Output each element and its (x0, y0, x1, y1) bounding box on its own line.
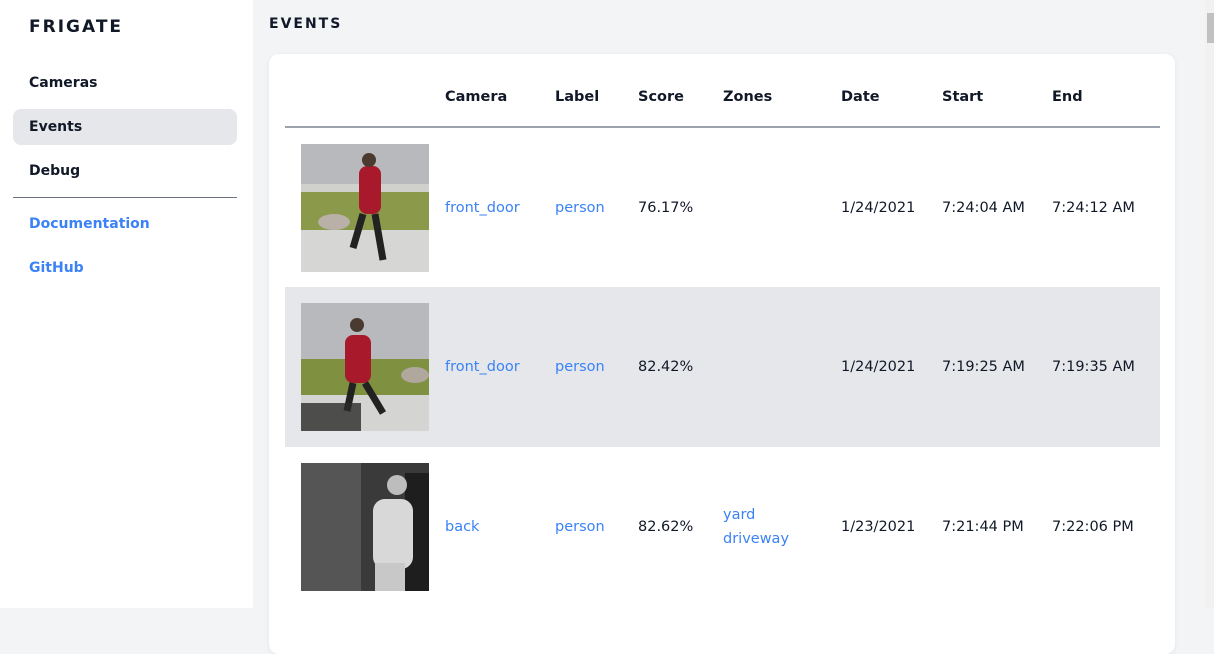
event-thumbnail[interactable] (301, 143, 429, 272)
header-label: Label (555, 54, 638, 128)
event-camera[interactable]: front_door (445, 199, 520, 216)
event-label[interactable]: person (555, 519, 605, 535)
header-end: End (1052, 54, 1160, 128)
event-thumbnail[interactable] (301, 463, 429, 591)
event-start: 7:21:44 PM (942, 519, 1024, 535)
events-card: Camera Label Score Zones Date Start End … (269, 54, 1175, 654)
brand-logo[interactable]: FRIGATE (29, 17, 124, 37)
table-row[interactable]: back person 82.62% yard driveway 1/23/202… (285, 447, 1160, 607)
header-date: Date (841, 54, 942, 128)
event-start: 7:24:04 AM (942, 199, 1025, 216)
sidebar-item-events[interactable]: Events (13, 109, 237, 145)
header-zones: Zones (723, 54, 841, 128)
event-score: 82.62% (638, 519, 694, 535)
header-camera: Camera (445, 54, 555, 128)
event-date: 1/24/2021 (841, 287, 942, 447)
table-header: Camera Label Score Zones Date Start End (285, 54, 1160, 128)
event-score: 76.17% (638, 199, 694, 216)
event-zones (723, 127, 841, 287)
events-table: Camera Label Score Zones Date Start End … (285, 54, 1160, 607)
header-score: Score (638, 54, 723, 128)
event-date: 1/23/2021 (841, 519, 916, 535)
header-start: Start (942, 54, 1052, 128)
scrollbar-thumb[interactable] (1207, 13, 1214, 43)
zone[interactable]: driveway (723, 531, 790, 547)
event-date: 1/24/2021 (841, 199, 916, 216)
event-end: 7:22:06 PM (1052, 519, 1134, 535)
sidebar-item-debug[interactable]: Debug (29, 163, 81, 179)
event-end: 7:24:12 AM (1052, 199, 1135, 216)
zone[interactable]: yard (723, 507, 756, 523)
header-thumbnail (285, 54, 445, 128)
event-end: 7:19:35 AM (1052, 287, 1160, 447)
page-title: EVENTS (269, 16, 343, 32)
event-start: 7:19:25 AM (942, 287, 1052, 447)
event-score: 82.42% (638, 287, 723, 447)
event-label[interactable]: person (555, 199, 605, 216)
event-zones (723, 287, 841, 447)
sidebar-item-cameras[interactable]: Cameras (29, 75, 98, 91)
link-documentation[interactable]: Documentation (29, 216, 150, 232)
table-row[interactable]: front_door person 82.42% 1/24/2021 7:19:… (285, 287, 1160, 447)
event-camera[interactable]: front_door (445, 287, 555, 447)
event-label[interactable]: person (555, 287, 638, 447)
table-row[interactable]: front_door person 76.17% 1/24/2021 7:24:… (285, 127, 1160, 287)
event-zones: yard driveway (723, 447, 841, 607)
event-camera[interactable]: back (445, 519, 480, 535)
event-thumbnail[interactable] (301, 303, 429, 431)
sidebar: FRIGATE Cameras Events Debug Documentati… (0, 0, 253, 608)
link-github[interactable]: GitHub (29, 260, 84, 276)
sidebar-divider (13, 197, 237, 198)
scrollbar[interactable] (1205, 0, 1214, 608)
